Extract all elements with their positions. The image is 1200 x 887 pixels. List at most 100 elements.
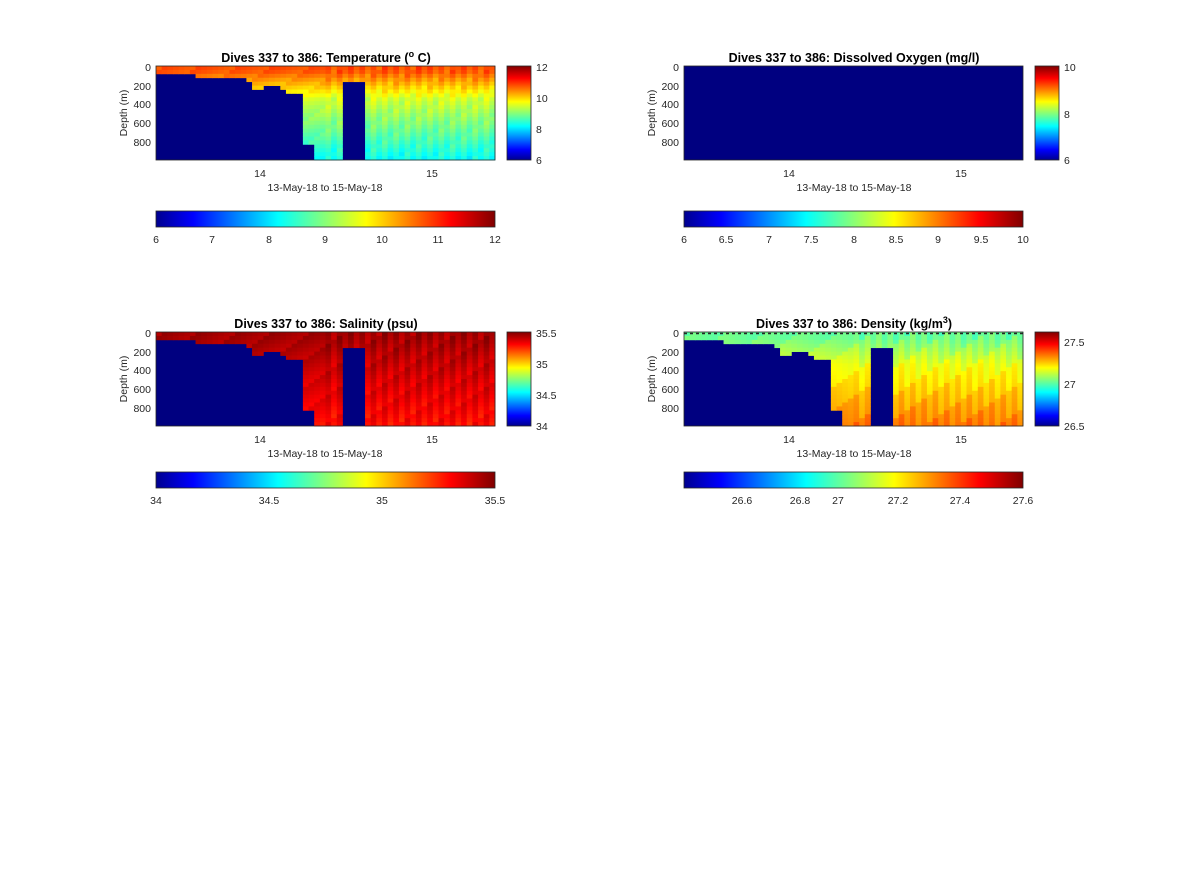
density-cell xyxy=(1000,414,1007,419)
density-cell xyxy=(780,347,787,352)
salinity-cell xyxy=(370,418,377,423)
salinity-cell xyxy=(331,332,338,337)
temperature-cell xyxy=(398,109,405,114)
density-cell xyxy=(972,390,979,396)
density-cell xyxy=(972,418,979,423)
density-cell xyxy=(893,351,900,356)
salinity-cell xyxy=(404,351,411,356)
salinity-cell xyxy=(483,359,490,364)
density-cell xyxy=(842,382,849,388)
temperature-cell xyxy=(331,148,338,153)
salinity-cell xyxy=(449,351,456,356)
density-cell xyxy=(830,375,837,380)
density-cell xyxy=(932,402,939,407)
salinity-cell xyxy=(365,382,372,388)
temperature-cell xyxy=(427,144,434,149)
density-y-tick: 0 xyxy=(673,328,679,340)
temperature-cell xyxy=(365,101,372,106)
temperature-cell xyxy=(483,109,490,114)
temperature-cell xyxy=(483,81,490,86)
density-cell xyxy=(932,335,939,341)
temperature-cell xyxy=(455,128,462,133)
temperature-cell xyxy=(252,81,259,86)
density-cell xyxy=(870,332,877,337)
salinity-cell xyxy=(438,359,445,364)
density-cell xyxy=(921,402,928,407)
salinity-cell xyxy=(302,386,309,392)
temperature-cell xyxy=(240,66,247,71)
temperature-cell xyxy=(308,113,315,118)
temperature-cell xyxy=(478,77,485,83)
salinity-cell xyxy=(466,410,473,415)
temperature-cell xyxy=(393,113,400,118)
temperature-cell xyxy=(331,144,338,149)
salinity-y-tick: 0 xyxy=(145,328,151,340)
salinity-cell xyxy=(489,418,496,423)
salinity-cell xyxy=(404,418,411,423)
density-y-tick: 800 xyxy=(661,403,679,415)
density-cell xyxy=(1000,386,1007,392)
temperature-cell xyxy=(415,136,422,141)
density-cell xyxy=(785,335,792,341)
density-cell xyxy=(955,418,962,423)
salinity-cell xyxy=(432,343,439,349)
salinity-cell xyxy=(382,410,389,415)
salinity-cell xyxy=(421,418,428,423)
salinity-cell xyxy=(319,418,326,423)
density-cell xyxy=(910,402,917,407)
temperature-cell xyxy=(432,66,439,71)
density-cell xyxy=(836,335,843,341)
salinity-cell xyxy=(438,406,445,411)
temperature-cell xyxy=(382,128,389,133)
density-cell xyxy=(915,418,922,423)
temperature-cell xyxy=(314,140,321,145)
temperature-cell xyxy=(444,144,451,149)
temperature-cell xyxy=(218,69,225,75)
density-cell xyxy=(1000,379,1007,384)
density-y-ticks: 0 200 400 600 800 xyxy=(661,328,679,415)
temperature-cell xyxy=(370,148,377,153)
temperature-cell xyxy=(461,136,468,141)
salinity-cell xyxy=(302,363,309,368)
density-cell xyxy=(1000,394,1007,399)
salinity-cell xyxy=(404,390,411,396)
salinity-cell xyxy=(449,422,456,427)
temperature-cell xyxy=(483,66,490,71)
salinity-cell xyxy=(280,335,287,341)
salinity-cell xyxy=(427,386,434,392)
salinity-cell xyxy=(314,414,321,419)
salinity-cell xyxy=(376,363,383,368)
density-cell xyxy=(853,367,860,372)
temperature-cell xyxy=(472,140,479,145)
salinity-cell xyxy=(455,375,462,380)
density-cell xyxy=(893,371,900,376)
temperature-cell xyxy=(297,73,304,79)
density-cell xyxy=(1006,398,1013,403)
temperature-cell xyxy=(353,73,360,79)
density-cell xyxy=(972,414,979,419)
density-cell xyxy=(847,343,854,349)
salinity-cell xyxy=(449,335,456,341)
temperature-cell xyxy=(438,109,445,114)
density-cell xyxy=(712,335,719,341)
density-cell xyxy=(847,347,854,352)
salinity-cell xyxy=(472,332,479,337)
temperature-cell xyxy=(404,109,411,114)
density-cell xyxy=(960,359,967,364)
density-cell xyxy=(989,367,996,372)
density-cell xyxy=(983,394,990,399)
salinity-cell xyxy=(370,422,377,427)
salinity-cell xyxy=(336,332,343,337)
salinity-cell xyxy=(319,379,326,384)
salinity-cell xyxy=(410,414,417,419)
temperature-cell xyxy=(376,120,383,126)
temperature-cell xyxy=(314,69,321,75)
temperature-cell xyxy=(398,128,405,133)
temperature-cell xyxy=(489,140,496,145)
temperature-cell xyxy=(393,144,400,149)
temperature-cell xyxy=(432,81,439,86)
temperature-cell xyxy=(410,93,417,98)
temperature-cell xyxy=(489,132,496,137)
salinity-cell xyxy=(427,422,434,427)
density-cell xyxy=(949,367,956,372)
